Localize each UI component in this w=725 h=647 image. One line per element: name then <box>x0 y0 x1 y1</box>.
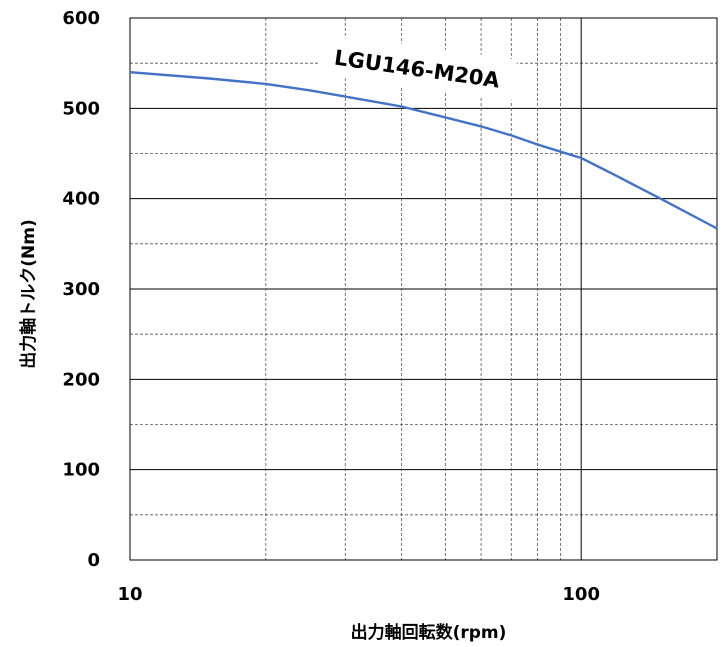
y-tick-label: 0 <box>87 550 100 571</box>
x-tick-labels: 10 100 <box>117 584 600 605</box>
y-tick-labels: 0 100 200 300 400 500 600 <box>62 8 100 571</box>
series-annotation: LGU146-M20A <box>317 32 518 102</box>
annotation-background <box>317 32 518 102</box>
x-tick-label: 100 <box>562 584 600 605</box>
y-tick-label: 300 <box>62 279 100 300</box>
y-tick-label: 200 <box>62 369 100 390</box>
y-tick-label: 400 <box>62 189 100 210</box>
plot-frame <box>129 17 718 561</box>
series-group <box>129 71 718 230</box>
y-axis-label: 出力軸トルク(Nm) <box>18 219 39 368</box>
y-tick-label: 500 <box>62 98 100 119</box>
series-line <box>129 71 718 230</box>
grid-lines <box>129 17 718 561</box>
y-tick-label: 600 <box>62 8 100 29</box>
x-tick-label: 10 <box>117 584 142 605</box>
x-axis-label: 出力軸回転数(rpm) <box>351 622 507 643</box>
y-tick-label: 100 <box>62 460 100 481</box>
